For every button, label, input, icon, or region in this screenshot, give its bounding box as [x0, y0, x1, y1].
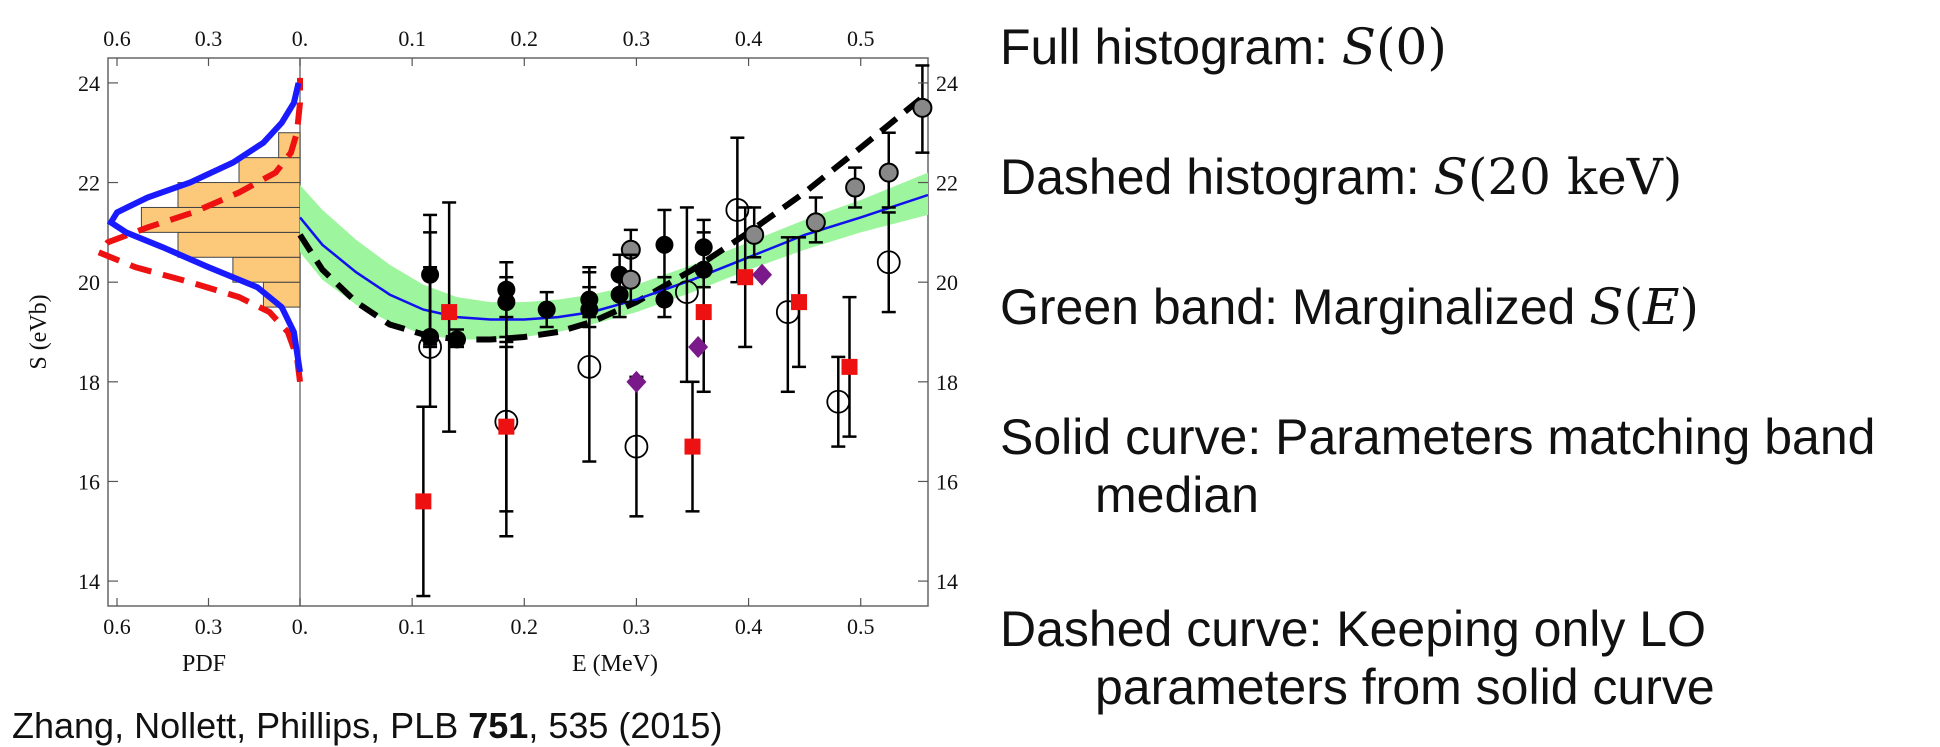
pdf-tick-label-bottom: 0.6 [103, 614, 131, 639]
solid-curve [299, 193, 929, 321]
gray-circle-marker [878, 162, 899, 183]
legend-full-histogram: Full histogram: S(0) [1000, 18, 1447, 76]
gray-circle-marker [744, 224, 765, 245]
pdf-tick-label-bottom: 0.3 [195, 614, 223, 639]
band-area [300, 172, 928, 340]
red-square-marker [841, 358, 858, 375]
green-band [300, 172, 928, 340]
y-tick-label-right: 20 [936, 270, 958, 295]
red-square-marker [498, 418, 515, 435]
x-axis-label: E (MeV) [572, 651, 658, 677]
pdf-curves [93, 77, 303, 383]
legend-math: S(E) [1589, 278, 1700, 336]
legend-math: S(0) [1341, 18, 1447, 76]
x-tick-label-top: 0.5 [847, 26, 875, 51]
y-tick-label-left: 16 [78, 469, 100, 494]
red-square-marker [684, 438, 701, 455]
y-tick-label-left: 18 [78, 370, 100, 395]
pdf-histogram [140, 132, 301, 308]
open-circle-marker [624, 434, 649, 459]
x-tick-label-bottom: 0.1 [398, 614, 426, 639]
fit-curves [297, 90, 930, 343]
x-tick-label-top: 0.4 [735, 26, 763, 51]
y-tick-label-right: 22 [936, 171, 958, 196]
y-tick-label-left: 14 [78, 569, 100, 594]
gray-circle-marker [620, 269, 641, 290]
purple-diamond-marker [752, 263, 773, 286]
data-points [415, 64, 933, 598]
x-tick-label-bottom: 0.5 [847, 614, 875, 639]
x-tick-label-bottom: 0.3 [623, 614, 651, 639]
x-tick-label-top: 0. [292, 26, 309, 51]
open-circle-marker [725, 198, 750, 222]
legend-dashed-curve: Dashed curve: Keeping only LO parameters… [1000, 601, 1715, 715]
black-circle-marker [655, 235, 674, 254]
black-circle-marker [655, 290, 674, 309]
gray-circle-marker [845, 177, 866, 198]
legend-math: S(20 keV) [1433, 148, 1683, 206]
y-tick-label-left: 20 [78, 270, 100, 295]
x-tick-label-bottom: 0.4 [735, 614, 763, 639]
x-tick-label-top: 0.2 [511, 26, 539, 51]
pdf-curve-solid [106, 82, 303, 373]
black-circle-marker [448, 330, 466, 349]
histogram-bar [177, 231, 301, 258]
s-factor-chart: 0. 0. 0.1 0.1 0.2 0.2 0.3 0.3 0.4 0.4 0.5 0.5 0.6 0.6… [26, 26, 958, 677]
y-tick-label-right: 18 [936, 370, 958, 395]
pdf-curve-dashed [93, 77, 303, 383]
x-tick-label-bottom: 0. [292, 614, 309, 639]
y-tick-label-left: 22 [78, 171, 100, 196]
red-square-marker [791, 294, 808, 311]
legend-dashed-histogram: Dashed histogram: S(20 keV) [1000, 148, 1683, 206]
y-tick-label-right: 24 [936, 71, 958, 96]
black-circle-marker [610, 285, 629, 304]
red-square-marker [441, 304, 458, 321]
open-circle-marker [418, 335, 442, 359]
purple-diamond-marker [626, 370, 647, 393]
open-circle-marker [876, 250, 901, 275]
open-circle-marker [674, 280, 699, 305]
plot-frame [107, 57, 929, 607]
citation: Zhang, Nollett, Phillips, PLB 751, 535 (… [12, 705, 723, 746]
axis-ticks: 0. 0. 0.1 0.1 0.2 0.2 0.3 0.3 0.4 0.4 0.5 0.5 0.6 0.6… [78, 26, 958, 639]
black-circle-marker [537, 300, 556, 319]
dashed-curve [297, 90, 930, 343]
red-square-marker [737, 269, 754, 286]
red-square-marker [415, 493, 432, 510]
red-square-marker [695, 304, 712, 321]
gray-circle-marker [805, 212, 826, 233]
y-tick-label-left: 24 [78, 71, 100, 96]
x-tick-label-top: 0.3 [623, 26, 651, 51]
gray-circle-marker [912, 97, 933, 118]
pdf-tick-label-top: 0.3 [195, 26, 223, 51]
open-circle-marker [577, 354, 602, 379]
y-tick-label-right: 16 [936, 469, 958, 494]
x-tick-label-bottom: 0.2 [511, 614, 539, 639]
black-circle-marker [497, 293, 516, 312]
pdf-tick-label-top: 0.6 [103, 26, 131, 51]
y-axis-label: S (eVb) [26, 294, 52, 369]
legend-solid-curve: Solid curve: Parameters matching band me… [1000, 409, 1876, 523]
histogram-bar [232, 256, 301, 283]
pdf-axis-label: PDF [182, 651, 226, 677]
purple-diamond-marker [688, 335, 709, 358]
x-tick-label-top: 0.1 [398, 26, 426, 51]
legend-green-band: Green band: Marginalized S(E) [1000, 278, 1700, 336]
histogram-bar [140, 206, 301, 233]
y-tick-label-right: 14 [936, 569, 958, 594]
